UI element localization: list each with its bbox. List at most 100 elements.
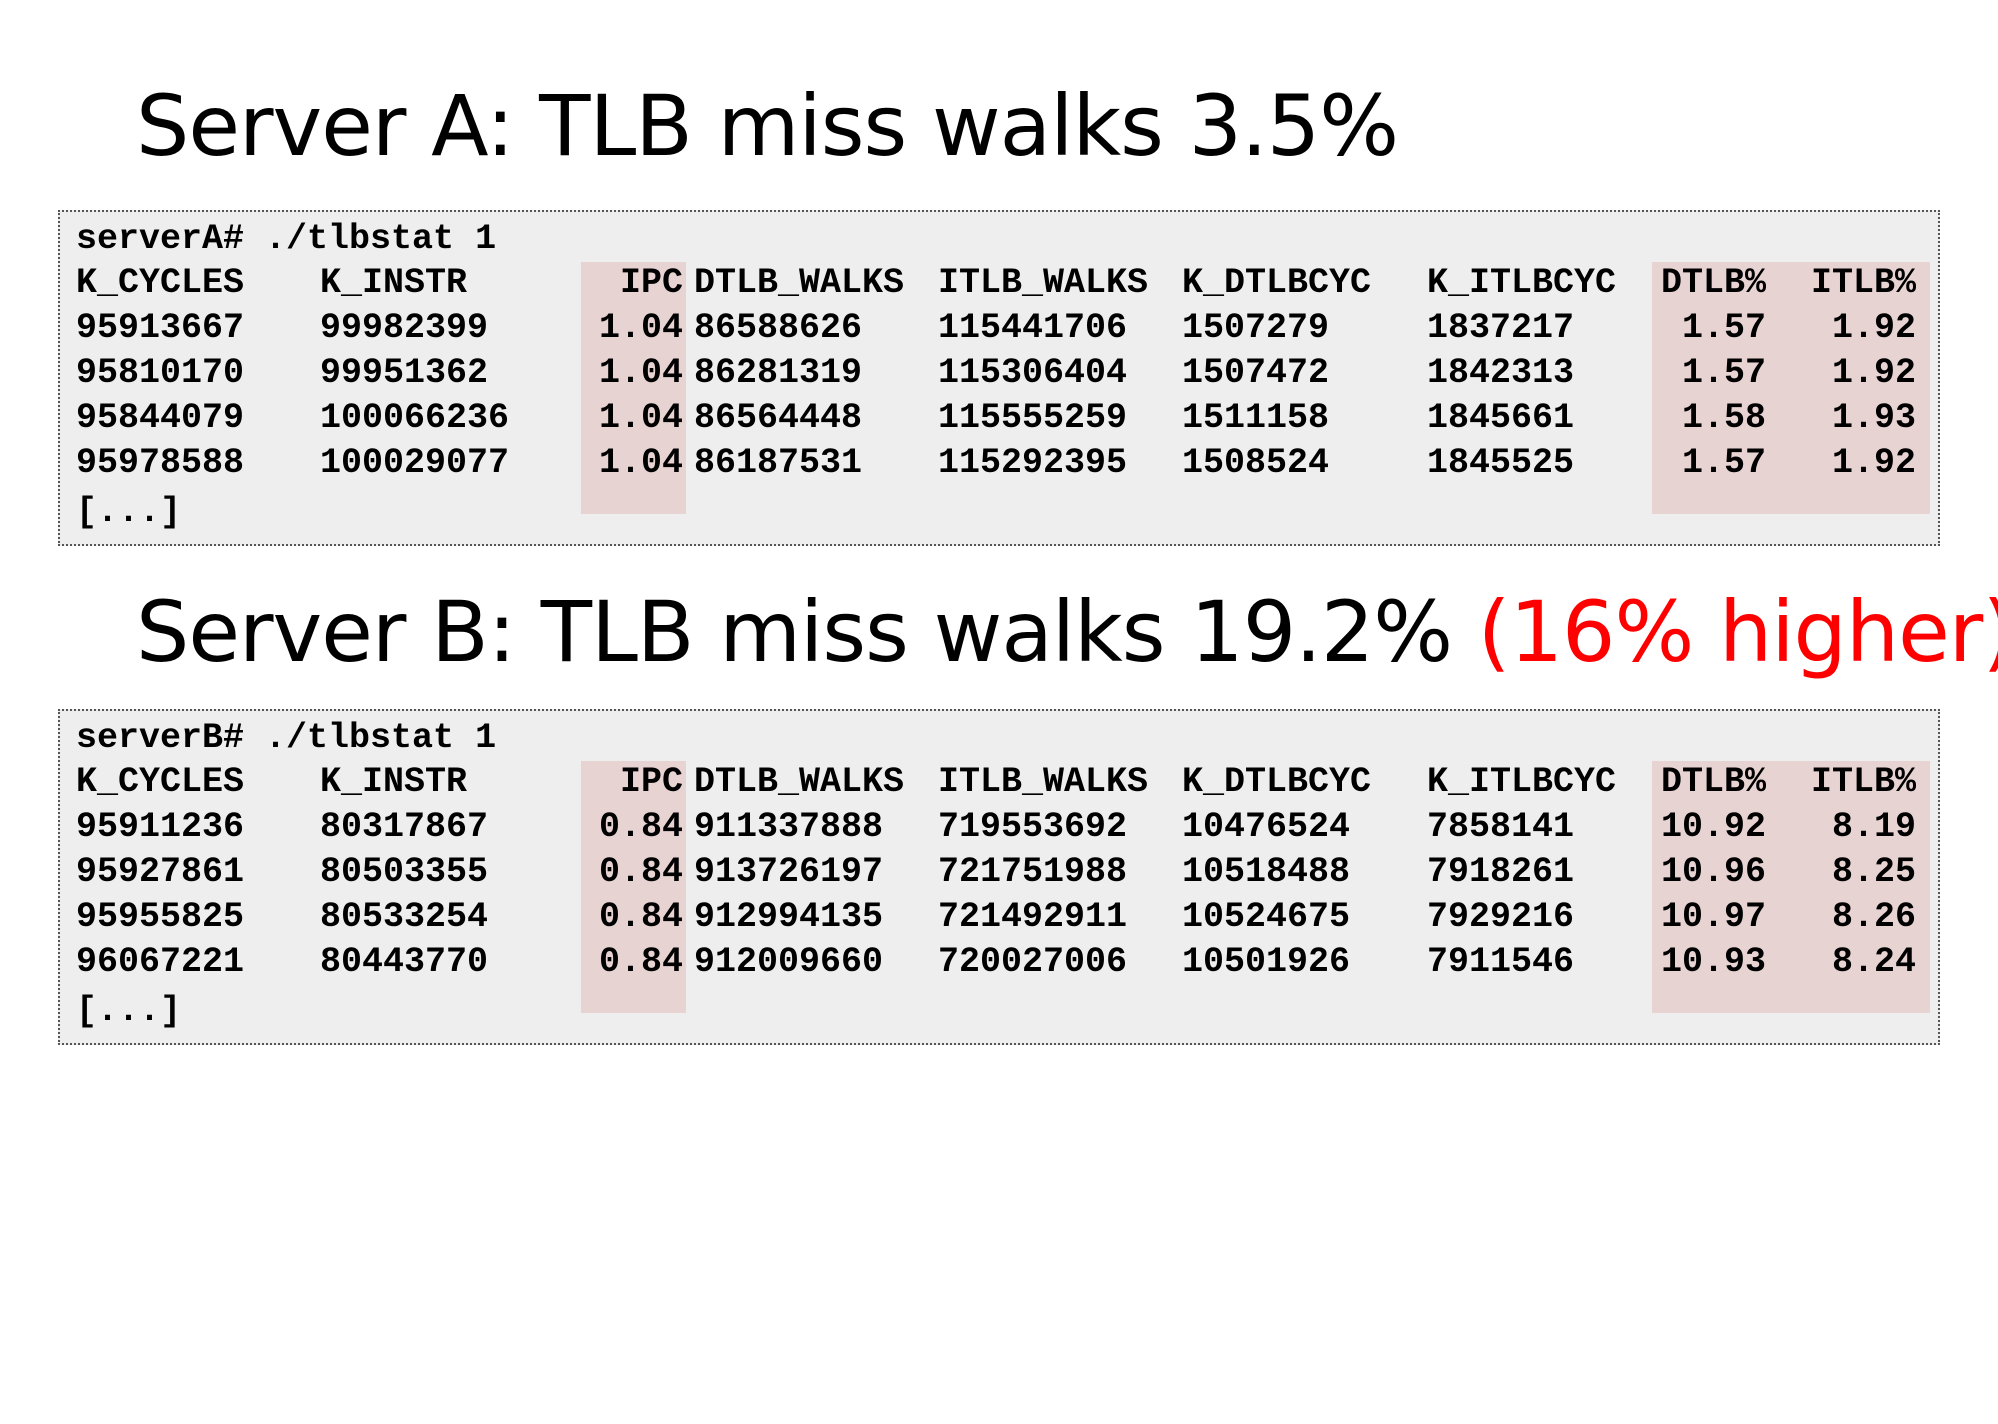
header-k-cycles: K_CYCLES [76, 263, 245, 303]
cell-dtlb-pct: 1.58 [1681, 398, 1766, 438]
header-dtlb-walks: DTLB_WALKS [694, 263, 905, 303]
cell-k-dtlbcyc: 1508524 [1182, 443, 1330, 483]
cell-itlb-pct: 1.92 [1831, 353, 1916, 393]
cell-itlb-walks: 721751988 [938, 852, 1128, 892]
table-row: 95810170 99951362 1.04 86281319 11530640… [76, 351, 1916, 395]
table-row: 96067221 80443770 0.84 912009660 7200270… [76, 940, 1916, 984]
cell-ipc: 1.04 [598, 443, 683, 483]
cell-ipc: 0.84 [598, 942, 683, 982]
table-row: 95927861 80503355 0.84 913726197 7217519… [76, 850, 1916, 894]
cell-dtlb-walks: 911337888 [694, 807, 884, 847]
cell-k-cycles: 95844079 [76, 398, 245, 438]
cell-itlb-walks: 115555259 [938, 398, 1128, 438]
cell-dtlb-walks: 913726197 [694, 852, 884, 892]
header-dtlb-walks: DTLB_WALKS [694, 762, 905, 802]
cell-k-instr: 99951362 [320, 353, 489, 393]
cell-k-instr: 80503355 [320, 852, 489, 892]
table-header-row: K_CYCLES K_INSTR IPC DTLB_WALKS ITLB_WAL… [76, 760, 1916, 804]
header-k-cycles: K_CYCLES [76, 762, 245, 802]
cell-ipc: 1.04 [598, 353, 683, 393]
cell-itlb-pct: 8.26 [1831, 897, 1916, 937]
header-k-instr: K_INSTR [320, 263, 468, 303]
cell-k-instr: 80443770 [320, 942, 489, 982]
cell-k-instr: 100029077 [320, 443, 510, 483]
header-itlb-pct: ITLB% [1810, 263, 1916, 303]
shell-prompt: serverA# ./tlbstat 1 [76, 219, 497, 259]
cell-itlb-walks: 721492911 [938, 897, 1128, 937]
header-k-itlbcyc: K_ITLBCYC [1427, 263, 1617, 303]
header-dtlb-pct: DTLB% [1660, 263, 1766, 303]
cell-itlb-pct: 8.24 [1831, 942, 1916, 982]
cell-k-cycles: 95810170 [76, 353, 245, 393]
header-itlb-walks: ITLB_WALKS [938, 263, 1149, 303]
header-ipc: IPC [619, 762, 683, 802]
output-ellipsis: [...] [76, 989, 181, 1033]
cell-k-cycles: 95978588 [76, 443, 245, 483]
cell-ipc: 0.84 [598, 807, 683, 847]
cell-k-cycles: 95911236 [76, 807, 245, 847]
command-line: serverB# ./tlbstat 1 [76, 716, 496, 760]
ellipsis-text: [...] [76, 492, 182, 532]
cell-k-cycles: 95913667 [76, 308, 245, 348]
cell-k-itlbcyc: 7929216 [1427, 897, 1575, 937]
header-ipc: IPC [619, 263, 683, 303]
cell-k-dtlbcyc: 10524675 [1182, 897, 1351, 937]
table-row: 95955825 80533254 0.84 912994135 7214929… [76, 895, 1916, 939]
shell-prompt: serverB# ./tlbstat 1 [76, 718, 497, 758]
cell-k-itlbcyc: 1837217 [1427, 308, 1575, 348]
cell-k-cycles: 95927861 [76, 852, 245, 892]
cell-dtlb-pct: 10.97 [1660, 897, 1766, 937]
cell-itlb-pct: 1.92 [1831, 308, 1916, 348]
table-row: 95844079 100066236 1.04 86564448 1155552… [76, 396, 1916, 440]
command-line: serverA# ./tlbstat 1 [76, 217, 496, 261]
cell-k-itlbcyc: 1842313 [1427, 353, 1575, 393]
cell-itlb-walks: 719553692 [938, 807, 1128, 847]
cell-dtlb-pct: 10.96 [1660, 852, 1766, 892]
cell-dtlb-walks: 912994135 [694, 897, 884, 937]
ipc-column-highlight [581, 262, 686, 514]
server-b-terminal: serverB# ./tlbstat 1 K_CYCLES K_INSTR IP… [58, 709, 1940, 1045]
cell-k-dtlbcyc: 1507279 [1182, 308, 1330, 348]
server-a-terminal: serverA# ./tlbstat 1 K_CYCLES K_INSTR IP… [58, 210, 1940, 546]
ellipsis-text: [...] [76, 991, 182, 1031]
header-dtlb-pct: DTLB% [1660, 762, 1766, 802]
cell-dtlb-walks: 86564448 [694, 398, 863, 438]
cell-k-cycles: 96067221 [76, 942, 245, 982]
cell-itlb-walks: 115441706 [938, 308, 1128, 348]
cell-dtlb-walks: 912009660 [694, 942, 884, 982]
cell-itlb-pct: 8.25 [1831, 852, 1916, 892]
cell-ipc: 1.04 [598, 308, 683, 348]
cell-k-itlbcyc: 7918261 [1427, 852, 1575, 892]
cell-dtlb-pct: 10.93 [1660, 942, 1766, 982]
cell-dtlb-pct: 10.92 [1660, 807, 1766, 847]
table-row: 95911236 80317867 0.84 911337888 7195536… [76, 805, 1916, 849]
server-a-title: Server A: TLB miss walks 3.5% [136, 84, 1399, 168]
cell-k-itlbcyc: 7858141 [1427, 807, 1575, 847]
tlb-percent-columns-highlight [1652, 262, 1930, 514]
cell-dtlb-pct: 1.57 [1681, 308, 1766, 348]
cell-dtlb-walks: 86281319 [694, 353, 863, 393]
server-b-title-accent: (16% higher) [1477, 583, 1998, 681]
table-header-row: K_CYCLES K_INSTR IPC DTLB_WALKS ITLB_WAL… [76, 261, 1916, 305]
cell-itlb-walks: 115292395 [938, 443, 1128, 483]
cell-k-cycles: 95955825 [76, 897, 245, 937]
cell-k-instr: 80317867 [320, 807, 489, 847]
cell-itlb-pct: 8.19 [1831, 807, 1916, 847]
cell-ipc: 1.04 [598, 398, 683, 438]
cell-ipc: 0.84 [598, 852, 683, 892]
cell-itlb-walks: 720027006 [938, 942, 1128, 982]
tlb-percent-columns-highlight [1652, 761, 1930, 1013]
header-itlb-pct: ITLB% [1810, 762, 1916, 802]
cell-dtlb-pct: 1.57 [1681, 353, 1766, 393]
cell-ipc: 0.84 [598, 897, 683, 937]
table-row: 95913667 99982399 1.04 86588626 11544170… [76, 306, 1916, 350]
cell-k-instr: 99982399 [320, 308, 489, 348]
header-k-itlbcyc: K_ITLBCYC [1427, 762, 1617, 802]
header-k-dtlbcyc: K_DTLBCYC [1182, 263, 1372, 303]
server-b-title: Server B: TLB miss walks 19.2% (16% high… [136, 590, 1998, 674]
cell-dtlb-walks: 86187531 [694, 443, 863, 483]
cell-k-itlbcyc: 1845525 [1427, 443, 1575, 483]
output-ellipsis: [...] [76, 490, 181, 534]
cell-dtlb-walks: 86588626 [694, 308, 863, 348]
header-k-instr: K_INSTR [320, 762, 468, 802]
